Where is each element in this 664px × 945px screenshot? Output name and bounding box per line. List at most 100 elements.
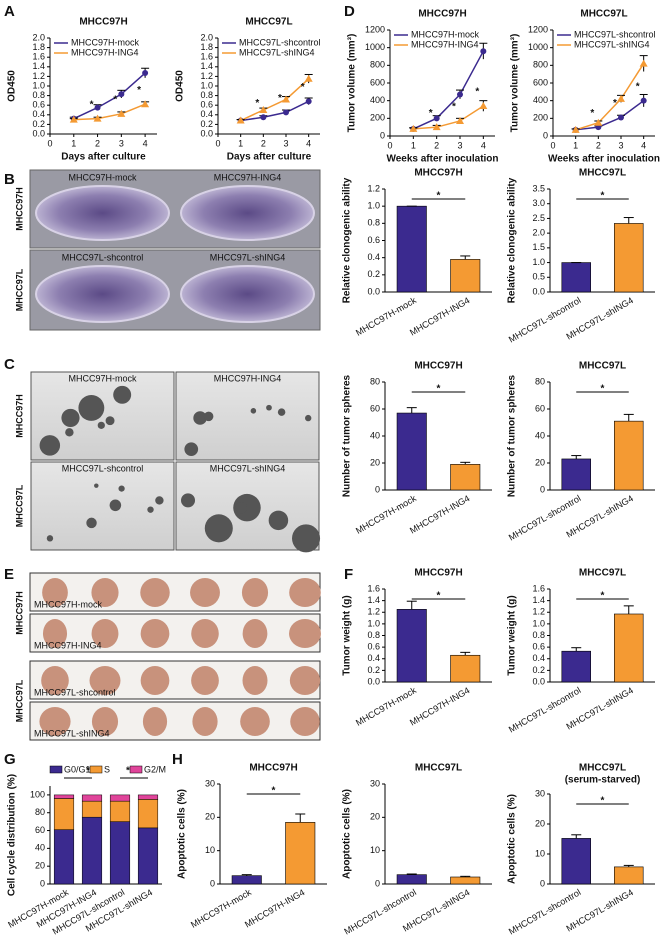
bar-segment bbox=[53, 794, 75, 799]
tumor bbox=[91, 707, 119, 736]
tumor bbox=[91, 619, 119, 648]
point bbox=[457, 91, 463, 98]
sphere bbox=[86, 517, 97, 529]
y-tick-label: 0 bbox=[540, 878, 545, 888]
y-tick-label: 0 bbox=[380, 130, 385, 140]
series-line bbox=[575, 100, 645, 131]
y-tick-label: 20 bbox=[370, 812, 380, 822]
y-tick-label: 200 bbox=[533, 113, 548, 123]
series-line bbox=[413, 105, 484, 130]
y-tick-label: 0.4 bbox=[32, 109, 45, 119]
row-label: MHCC97L bbox=[14, 268, 24, 311]
panel-label: A bbox=[4, 3, 15, 20]
x-tick-label: 3 bbox=[283, 138, 288, 148]
tumor bbox=[289, 666, 321, 695]
x-axis-label: Days after culture bbox=[227, 152, 312, 163]
annotation: * bbox=[255, 98, 259, 109]
panel-label: E bbox=[4, 566, 14, 583]
y-axis-label: OD450 bbox=[7, 70, 18, 102]
y-tick-label: 0.8 bbox=[32, 90, 45, 100]
y-tick-label: 1.8 bbox=[32, 42, 45, 52]
bar bbox=[561, 838, 591, 885]
y-tick-label: 1000 bbox=[528, 42, 548, 52]
bar bbox=[561, 650, 591, 683]
sphere bbox=[235, 501, 248, 514]
tumor bbox=[192, 707, 218, 736]
y-tick-label: 60 bbox=[535, 403, 545, 413]
dish bbox=[35, 185, 170, 241]
series-line bbox=[240, 100, 309, 122]
photo bbox=[29, 660, 321, 700]
bar-segment bbox=[81, 816, 103, 885]
y-tick-label: 0.0 bbox=[200, 128, 213, 138]
x-axis-label: Weeks after inoculation bbox=[548, 154, 660, 165]
y-tick-label: 80 bbox=[370, 376, 380, 386]
y-tick-label: 0.6 bbox=[367, 642, 380, 652]
bar bbox=[614, 613, 644, 683]
y-tick-label: 2.0 bbox=[200, 32, 213, 42]
y-tick-label: 3.5 bbox=[532, 183, 545, 193]
sphere bbox=[266, 404, 272, 411]
sphere bbox=[105, 416, 115, 426]
y-tick-label: 200 bbox=[370, 113, 385, 123]
y-tick-label: 40 bbox=[35, 843, 45, 853]
sphere bbox=[65, 428, 74, 437]
dish bbox=[35, 265, 170, 323]
legend-label: MHCC97H-ING4 bbox=[411, 39, 479, 49]
y-tick-label: 0 bbox=[375, 878, 380, 888]
tumor bbox=[41, 666, 69, 695]
y-tick-label: 20 bbox=[205, 812, 215, 822]
y-tick-label: 1.6 bbox=[200, 52, 213, 62]
annotation: * bbox=[601, 384, 605, 395]
y-axis-label: Number of tumor spheres bbox=[342, 374, 353, 497]
legend-label: MHCC97H-mock bbox=[411, 29, 480, 39]
y-tick-label: 1.4 bbox=[200, 61, 213, 71]
caption: MHCC97H-ING4 bbox=[214, 373, 282, 383]
caption: MHCC97L-shcontrol bbox=[34, 687, 116, 697]
bar-segment bbox=[109, 794, 131, 802]
y-tick-label: 1000 bbox=[365, 42, 385, 52]
panel-label: H bbox=[172, 751, 183, 768]
annotation: * bbox=[590, 108, 594, 119]
x-tick-label: 0 bbox=[550, 140, 555, 150]
y-tick-label: 0 bbox=[540, 484, 545, 494]
x-tick-label: 3 bbox=[618, 140, 623, 150]
y-tick-label: 0 bbox=[210, 878, 215, 888]
y-tick-label: 0.8 bbox=[367, 630, 380, 640]
point bbox=[118, 91, 125, 98]
y-axis-label: Tumor weight (g) bbox=[342, 595, 353, 675]
y-tick-label: 0.0 bbox=[367, 676, 380, 686]
y-tick-label: 2.0 bbox=[532, 228, 545, 238]
x-tick-label: 4 bbox=[481, 140, 486, 150]
panel-label: G bbox=[4, 751, 16, 768]
y-axis-label: Cell cycle distribution (%) bbox=[7, 774, 18, 896]
legend-label: MHCC97L-shcontrol bbox=[574, 29, 656, 39]
y-axis-label: Tumor weight (g) bbox=[507, 595, 518, 675]
sphere bbox=[291, 524, 321, 553]
annotation: * bbox=[278, 93, 282, 104]
y-axis-label: Tumor volume (mm³) bbox=[510, 34, 521, 133]
sphere bbox=[109, 499, 122, 512]
sphere bbox=[250, 408, 257, 414]
y-tick-label: 0.4 bbox=[532, 653, 545, 663]
y-tick-label: 0.2 bbox=[367, 269, 380, 279]
x-tick-label: 3 bbox=[457, 140, 462, 150]
caption: MHCC97L-shING4 bbox=[34, 728, 110, 738]
bar-segment bbox=[137, 799, 159, 829]
y-tick-label: 1.2 bbox=[367, 607, 380, 617]
x-tick-label: MHCC97H-ING4 bbox=[408, 493, 471, 535]
point bbox=[117, 109, 126, 117]
y-tick-label: 1.8 bbox=[200, 42, 213, 52]
caption: MHCC97L-shcontrol bbox=[62, 252, 144, 262]
sphere bbox=[181, 493, 196, 508]
row-label: MHCC97L bbox=[14, 679, 24, 722]
sphere bbox=[118, 485, 125, 492]
y-tick-label: 600 bbox=[370, 77, 385, 87]
sphere bbox=[305, 414, 312, 422]
tumor bbox=[42, 578, 68, 607]
row-label: MHCC97L bbox=[14, 484, 24, 527]
point bbox=[640, 97, 647, 104]
caption: MHCC97H-mock bbox=[68, 373, 137, 383]
y-tick-label: 0 bbox=[40, 878, 45, 888]
sphere bbox=[204, 514, 233, 543]
